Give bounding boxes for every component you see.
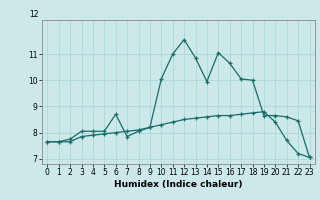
Text: 12: 12 (29, 10, 39, 19)
X-axis label: Humidex (Indice chaleur): Humidex (Indice chaleur) (114, 180, 243, 189)
